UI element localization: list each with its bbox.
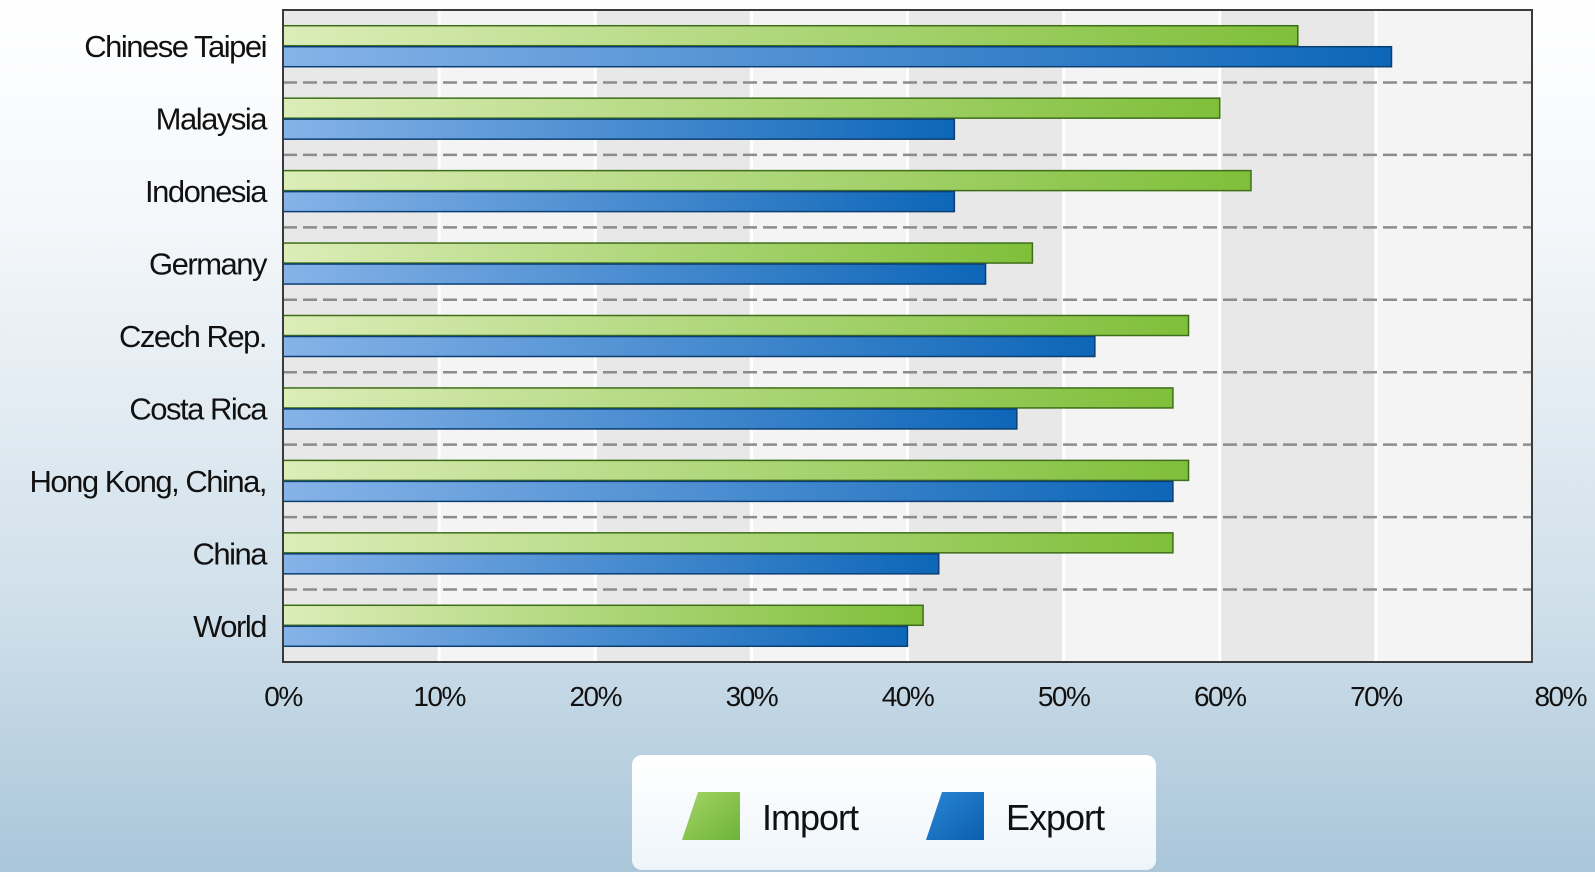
bar-import-malaysia [282, 97, 1221, 119]
axes [282, 9, 1533, 663]
bar-import-costa-rica [282, 387, 1174, 409]
bar-export-hong-kong-china [282, 480, 1174, 503]
grid-lines [283, 81, 1532, 591]
category-label: Chinese Taipei [84, 29, 266, 64]
x-tick-label: 10% [413, 681, 465, 712]
bar-export-chinese-taipei [282, 45, 1393, 68]
bar-import-czech-rep [282, 314, 1190, 337]
category-label: Indonesia [145, 174, 268, 209]
bar-import-world [282, 604, 924, 627]
bar-export-germany [282, 263, 987, 285]
category-label: Czech Rep. [119, 319, 266, 354]
legend-box [632, 755, 1156, 870]
bar-export-malaysia [282, 118, 956, 140]
x-tick-label: 0% [264, 681, 302, 712]
category-label: World [193, 609, 266, 644]
legend-swatch-import [682, 792, 740, 840]
legend-label-import: Import [762, 797, 859, 838]
bar-import-germany [282, 242, 1034, 264]
bars-group [282, 24, 1393, 648]
bar-export-czech-rep [282, 335, 1096, 358]
legend-label-export: Export [1006, 797, 1105, 838]
bar-export-world [282, 625, 909, 648]
x-tick-label: 30% [726, 681, 778, 712]
category-label: Hong Kong, China, [30, 464, 266, 499]
bar-export-costa-rica [282, 408, 1018, 430]
x-tick-label: 50% [1038, 681, 1090, 712]
x-tick-label: 60% [1194, 681, 1246, 712]
plot-band [1375, 10, 1532, 662]
bar-import-chinese-taipei [282, 24, 1299, 47]
plot-frame [282, 9, 1533, 663]
x-tick-label: 70% [1350, 681, 1402, 712]
category-label: Malaysia [156, 102, 269, 137]
bar-export-china [282, 553, 940, 575]
category-label: Germany [149, 247, 268, 282]
plot-band [1219, 10, 1376, 662]
bar-import-hong-kong-china [282, 459, 1190, 482]
x-tick-label: 20% [569, 681, 621, 712]
bar-import-indonesia [282, 169, 1252, 192]
legend-swatch-export [926, 792, 984, 840]
x-tick-label: 40% [882, 681, 934, 712]
legend: Import Export [632, 755, 1156, 870]
category-label: China [193, 536, 269, 571]
category-labels: Chinese Taipei Malaysia Indonesia Germany Cz… [30, 29, 270, 644]
bar-import-china [282, 532, 1174, 554]
x-tick-label: 80% [1534, 681, 1586, 712]
category-label: Costa Rica [129, 391, 268, 426]
bar-export-indonesia [282, 190, 956, 213]
tick-labels: 0% 10% 20% 30% 40% 50% 60% 70% 80% [264, 681, 1588, 712]
